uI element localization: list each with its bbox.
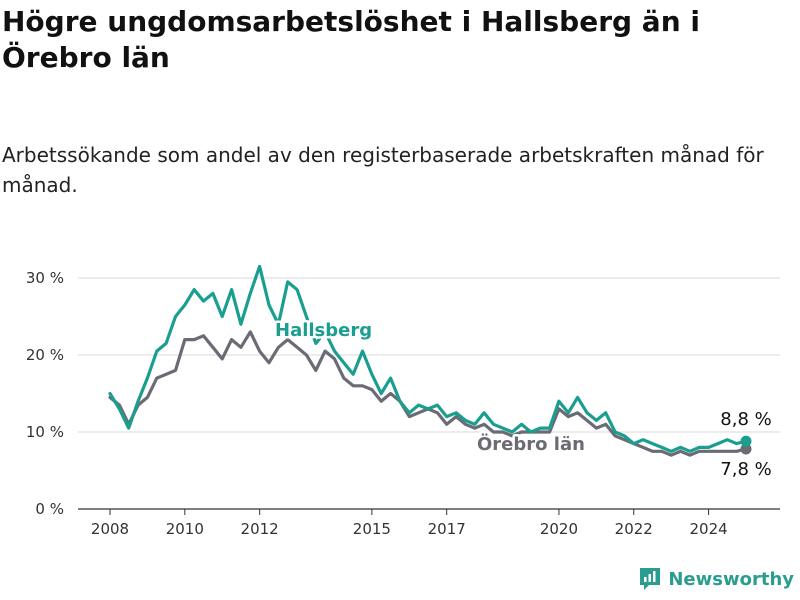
series-line-hallsberg: [108, 264, 748, 453]
svg-text:Örebro län: Örebro län: [477, 433, 585, 455]
chart-subtitle: Arbetssökande som andel av den registerb…: [2, 143, 764, 197]
x-tick-label: 2020: [540, 520, 578, 538]
chart-title: Högre ungdomsarbetslöshet i Hallsberg än…: [2, 5, 700, 74]
series-lines: [108, 264, 752, 457]
grid-lines: [78, 277, 780, 510]
svg-text:7,8 %: 7,8 %: [720, 459, 771, 480]
brand-name: Newsworthy: [668, 568, 794, 590]
svg-text:Hallsberg: Hallsberg: [275, 320, 372, 341]
x-tick-label: 2008: [91, 520, 129, 538]
svg-text:8,8 %: 8,8 %: [720, 409, 771, 430]
newsworthy-logo-icon: [640, 568, 661, 590]
x-tick-label: 2015: [353, 520, 391, 538]
series-line-orebro-lan: [108, 330, 748, 457]
end-value-label-orebro-lan: 7,8 %7,8 %: [718, 457, 774, 483]
y-axis-tick-labels: 0 % 10 % 20 % 30 %: [26, 269, 64, 518]
x-tick-label: 2012: [241, 520, 279, 538]
series-end-marker-orebro-lan: [740, 443, 752, 455]
x-tick-label: 2010: [166, 520, 204, 538]
x-tick-label: 2024: [689, 520, 727, 538]
x-tick-label: 2022: [615, 520, 653, 538]
svg-text:Hallsberg: Hallsberg: [275, 320, 372, 341]
y-tick-label: 30 %: [26, 269, 64, 287]
y-tick-label: 0 %: [35, 500, 64, 518]
series-end-marker-hallsberg: [740, 435, 752, 447]
x-axis: 2008 2010 2012 2015 2017 2020 2022 2024: [91, 509, 728, 538]
svg-text:8,8 %: 8,8 %: [720, 409, 771, 430]
end-value-label-hallsberg: 8,8 %8,8 %: [718, 407, 774, 433]
x-tick-label: 2017: [428, 520, 466, 538]
y-tick-label: 10 %: [26, 423, 64, 441]
svg-text:Örebro län: Örebro län: [477, 433, 585, 455]
brand-logo: Newsworthy: [638, 566, 794, 592]
y-tick-label: 20 %: [26, 346, 64, 364]
svg-text:7,8 %: 7,8 %: [720, 459, 771, 480]
